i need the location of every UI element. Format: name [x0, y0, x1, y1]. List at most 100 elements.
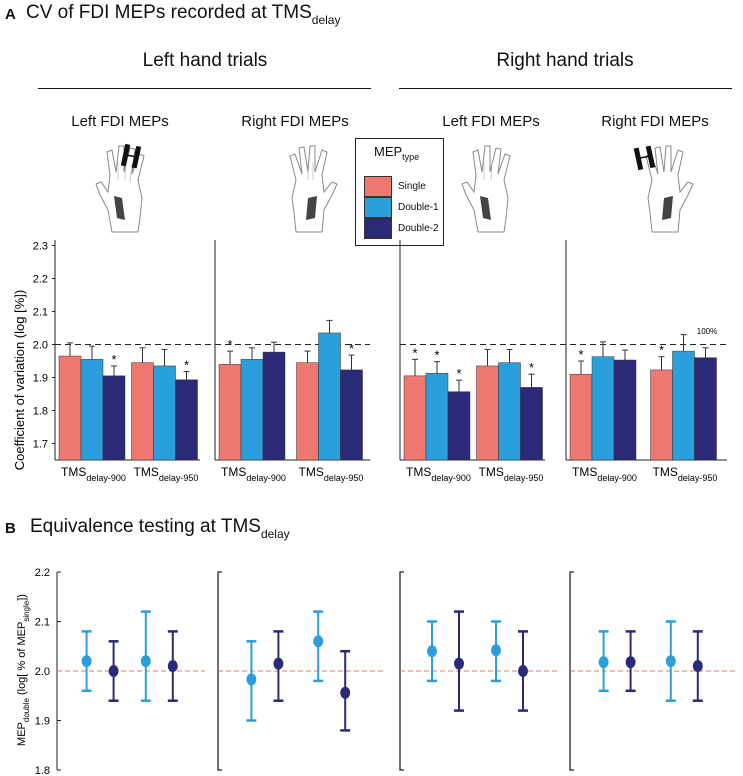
significance-star: * [434, 348, 439, 363]
panel-b-title-text: Equivalence testing at TMS [30, 516, 261, 537]
bar-y-tick-label: 1.8 [33, 406, 48, 418]
bar-category-label: TMSdelay-900 [61, 465, 126, 483]
eq-point-double-1 [140, 655, 151, 668]
bar-double-1 [591, 356, 615, 461]
subtitle-left-fdi-1: Left FDI MEPs [71, 113, 169, 130]
hand-illustration-4 [633, 145, 694, 233]
eq-point-double-2 [340, 686, 351, 699]
legend-item-double-2: Double-2 [364, 218, 439, 239]
eq-y-tick-label: 2.2 [35, 567, 50, 579]
eq-point-double-2 [518, 665, 528, 677]
significance-star: * [529, 360, 534, 375]
legend-swatch-single [364, 176, 392, 197]
group-title-left-hand: Left hand trials [142, 50, 268, 71]
eq-point-double-1 [81, 655, 92, 668]
hand-illustration-1 [95, 143, 145, 233]
eq-y-label: MEPdouble (log[ % of MEPsingle]) [16, 594, 31, 746]
bar-double-2 [102, 375, 126, 461]
bar-y-tick-label: 2.1 [33, 307, 48, 319]
legend-item-double-1: Double-1 [364, 197, 439, 218]
legend-title-sub: type [402, 152, 420, 162]
bar-chart: 1.7 1.8 1.9 2.0 2.1 2.2 2.3 Coefficient of vari… [12, 240, 727, 483]
bar-double-2 [262, 351, 286, 461]
bar-double-2 [175, 379, 198, 461]
significance-star: * [578, 347, 583, 362]
eq-point-double-2 [625, 656, 636, 669]
legend-swatch-double-1 [364, 197, 392, 218]
eq-point-double-1 [246, 673, 257, 686]
bar-category-label: TMSdelay-950 [299, 465, 364, 483]
significance-star: * [111, 352, 116, 367]
bar-double-1 [153, 365, 176, 461]
bar-double-1 [240, 359, 264, 461]
eq-point-double-2 [167, 660, 178, 673]
legend-label-single: Single [398, 181, 426, 192]
bar-y-tick-label: 2.3 [33, 241, 48, 253]
eq-y-tick-label: 2.1 [35, 617, 50, 629]
eq-point-double-2 [108, 665, 119, 677]
group-title-right-hand: Right hand trials [496, 50, 634, 71]
panel-a-letter: A [5, 6, 16, 23]
bar-single [58, 355, 82, 461]
panel-a-title-text: CV of FDI MEPs recorded at TMS [26, 2, 312, 23]
bar-category-label: TMSdelay-900 [406, 465, 471, 483]
legend-title: MEPtype [374, 144, 420, 162]
eq-y-tick-label: 2.0 [35, 666, 50, 678]
bar-y-label: Coefficient of variation (log [%]) [12, 290, 27, 470]
group-divider-left [38, 88, 371, 90]
legend-swatch-double-2 [364, 218, 392, 239]
eq-point-double-1 [427, 645, 437, 658]
significance-star: * [227, 337, 232, 352]
legend-item-single: Single [364, 176, 426, 197]
eq-point-double-2 [692, 660, 703, 673]
subtitle-left-fdi-2: Left FDI MEPs [442, 113, 540, 130]
bar-double-2 [340, 369, 363, 461]
legend-title-text: MEP [374, 144, 403, 159]
bar-y-tick-label: 2.0 [33, 340, 48, 352]
hand-illustration-3 [461, 145, 511, 233]
significance-star: * [349, 341, 354, 356]
bar-y-tick-label: 1.9 [33, 373, 48, 385]
subtitle-right-fdi-1: Right FDI MEPs [241, 113, 349, 130]
bar-category-label: TMSdelay-950 [653, 465, 718, 483]
eq-y-tick-label: 1.8 [35, 765, 50, 776]
panel-a-title-sub: delay [311, 13, 341, 27]
panel-b-title: Equivalence testing at TMSdelay [30, 516, 290, 541]
hand-illustration-2 [289, 145, 338, 233]
equivalence-chart: 1.8 1.9 2.0 2.1 2.2 MEPdouble (log[ % of MEPs… [16, 567, 738, 776]
panel-b-letter: B [5, 520, 16, 537]
significance-star: * [659, 343, 664, 358]
eq-point-double-2 [454, 657, 464, 670]
eq-point-double-2 [273, 657, 284, 670]
bar-double-1 [318, 332, 341, 461]
bar-annotation: 100% [697, 327, 717, 336]
bar-double-1 [80, 359, 104, 461]
bar-category-label: TMSdelay-900 [221, 465, 286, 483]
bar-y-tick-label: 2.2 [33, 274, 48, 286]
bar-single [403, 375, 427, 461]
panel-a-title: CV of FDI MEPs recorded at TMSdelay [26, 2, 341, 27]
bar-category-label: TMSdelay-900 [572, 465, 637, 483]
bar-double-2 [613, 359, 637, 461]
eq-point-double-1 [313, 635, 324, 648]
bar-y-tick-label: 1.7 [33, 439, 48, 451]
eq-point-double-1 [598, 656, 609, 669]
bar-single [476, 365, 499, 461]
bar-double-2 [447, 391, 471, 461]
group-divider-right [399, 88, 732, 90]
bar-single [650, 369, 673, 461]
bar-double-1 [498, 362, 521, 461]
bar-double-2 [694, 357, 717, 461]
bar-single [296, 362, 319, 461]
significance-star: * [184, 358, 189, 373]
bar-double-1 [425, 372, 449, 461]
bar-category-label: TMSdelay-950 [134, 465, 199, 483]
significance-star: * [456, 366, 461, 381]
bar-single [218, 364, 242, 461]
bar-double-1 [672, 350, 695, 461]
bar-single [569, 373, 593, 461]
significance-star: * [412, 345, 417, 360]
bar-category-label: TMSdelay-950 [479, 465, 544, 483]
panel-b-title-sub: delay [260, 527, 290, 541]
eq-point-double-1 [665, 655, 676, 668]
